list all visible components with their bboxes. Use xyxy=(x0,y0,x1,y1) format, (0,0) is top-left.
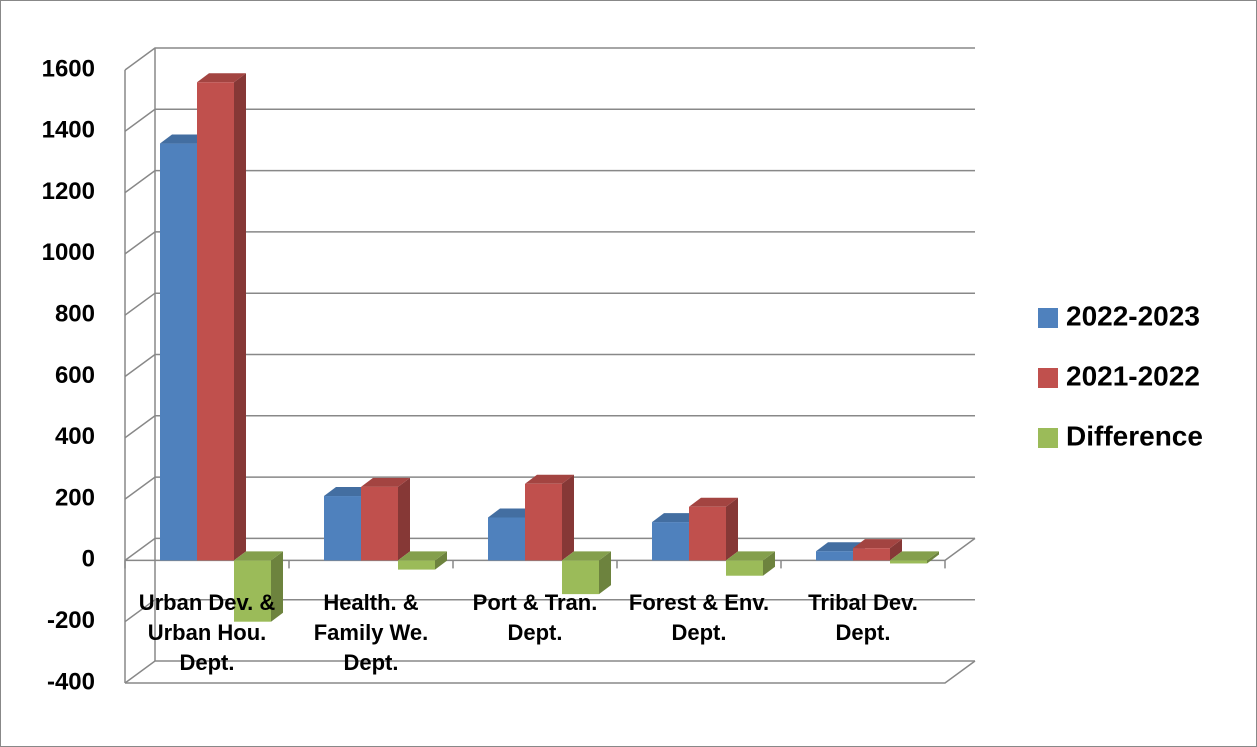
bar-side xyxy=(890,539,902,561)
y-tick-label: -400 xyxy=(47,668,95,695)
legend-label: Difference xyxy=(1066,420,1203,451)
bar-side xyxy=(562,474,574,561)
bar-top xyxy=(197,73,246,83)
y-tick-label: 800 xyxy=(55,301,95,328)
bar xyxy=(652,522,689,561)
bar-top xyxy=(853,539,902,549)
bar-top xyxy=(361,477,410,487)
bar-top xyxy=(816,542,865,552)
x-tick-label: Tribal Dev. Dept. xyxy=(808,590,918,645)
y-tick-label: -200 xyxy=(47,607,95,634)
bar xyxy=(726,560,763,576)
bar xyxy=(361,486,398,561)
bar xyxy=(234,560,271,622)
bar-top xyxy=(890,551,939,561)
floor xyxy=(125,660,976,684)
bar xyxy=(562,560,599,595)
grid-line xyxy=(124,476,975,500)
y-tick-label: 1200 xyxy=(42,178,95,205)
y-tick-label: 400 xyxy=(55,423,95,450)
bar xyxy=(160,143,197,561)
bar xyxy=(890,560,927,564)
legend-label: 2022-2023 xyxy=(1066,300,1200,331)
grid-line xyxy=(124,415,975,439)
legend-label: 2021-2022 xyxy=(1066,360,1200,391)
bar-top xyxy=(562,551,611,561)
bar xyxy=(324,496,361,561)
y-tick-label: 1400 xyxy=(42,117,95,144)
bar-side xyxy=(435,551,447,570)
bar-top xyxy=(160,134,209,144)
y-tick-label: 0 xyxy=(82,546,95,573)
bar-top xyxy=(234,551,283,561)
y-tick-label: 1000 xyxy=(42,239,95,266)
x-tick-label: Urban Dev. & Urban Hou. Dept. xyxy=(138,590,276,675)
bar-side xyxy=(271,551,283,622)
bar-side xyxy=(726,497,738,561)
bar-top xyxy=(726,551,775,561)
bar-side xyxy=(234,73,246,561)
bar-top xyxy=(652,513,701,523)
grid-line xyxy=(124,169,975,194)
bar-top xyxy=(488,508,537,518)
x-tick-label: Port & Tran. Dept. xyxy=(472,590,598,645)
bar-top xyxy=(398,551,447,561)
grid-line xyxy=(124,598,975,623)
x-tick-label: Health. & Family We. Dept. xyxy=(313,590,429,675)
bar-top xyxy=(689,497,738,507)
legend-swatch xyxy=(1038,368,1058,388)
bar-top xyxy=(525,474,574,484)
bar xyxy=(488,517,525,561)
bar xyxy=(689,506,726,561)
bar-side xyxy=(599,551,611,595)
bar-side xyxy=(398,477,410,561)
bar xyxy=(197,82,234,561)
bar xyxy=(853,548,890,561)
x-tick-label: Forest & Env. Dept. xyxy=(628,590,770,645)
bar xyxy=(525,483,562,561)
bar xyxy=(816,551,853,561)
grid-line xyxy=(124,47,975,71)
bar-side xyxy=(763,551,775,576)
bar-top xyxy=(324,487,373,497)
grid-line xyxy=(124,231,975,255)
grid-line xyxy=(124,108,975,132)
y-tick-label: 200 xyxy=(55,484,95,511)
grid-line xyxy=(124,660,975,684)
grid-line xyxy=(124,353,975,378)
bar-side xyxy=(927,551,939,564)
legend-swatch xyxy=(1038,308,1058,328)
bar xyxy=(398,560,435,570)
legend-swatch xyxy=(1038,428,1058,448)
grid-line xyxy=(124,292,975,316)
y-tick-label: 600 xyxy=(55,362,95,389)
y-tick-label: 1600 xyxy=(42,55,95,82)
